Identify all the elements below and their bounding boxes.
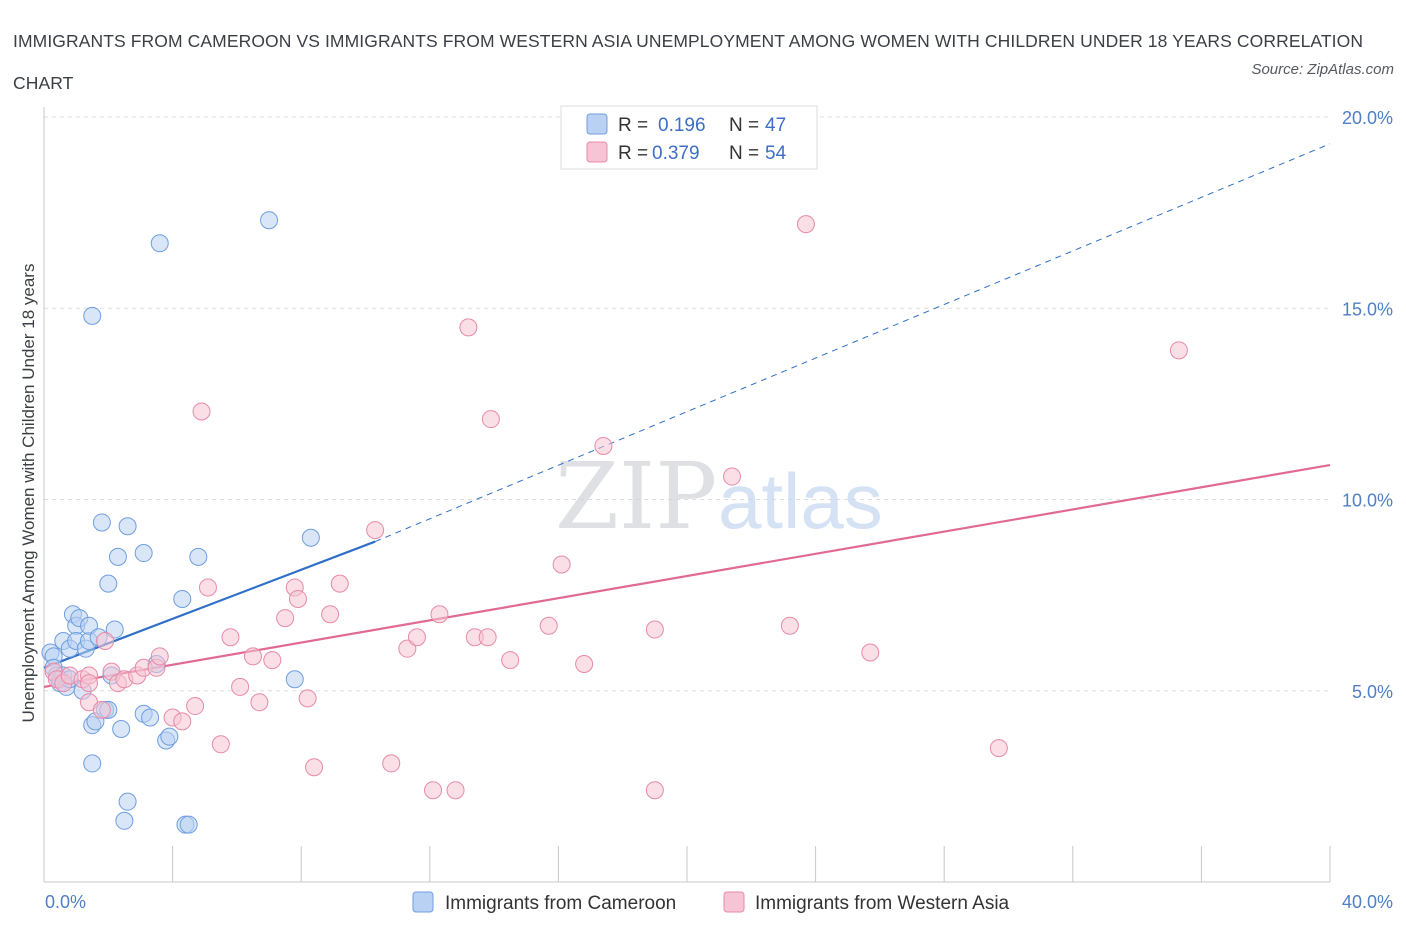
point-western-asia — [173, 712, 192, 731]
point-western-asia — [221, 628, 240, 647]
point-western-asia — [539, 616, 558, 635]
watermark-zip: ZIP — [555, 443, 717, 550]
source-label: Source: ZipAtlas.com — [1251, 61, 1394, 78]
watermark-atlas: atlas — [718, 457, 883, 545]
point-western-asia — [150, 647, 169, 666]
point-western-asia — [92, 700, 111, 719]
point-cameroon — [134, 544, 153, 563]
point-western-asia — [321, 605, 340, 624]
x-tick-label-0: 0.0% — [45, 892, 86, 912]
point-cameroon — [80, 616, 99, 635]
point-western-asia — [861, 643, 880, 662]
y-tick-label-10: 10.0% — [1342, 491, 1393, 511]
point-western-asia — [298, 689, 317, 708]
point-cameroon — [141, 708, 160, 727]
point-cameroon — [160, 727, 179, 746]
legend-r-label-2: R = — [618, 143, 648, 164]
point-western-asia — [211, 735, 230, 754]
legend-swatch-pink — [586, 141, 608, 163]
legend-swatch-blue — [586, 113, 608, 135]
point-western-asia — [552, 555, 571, 574]
point-western-asia — [263, 651, 282, 670]
x-tick-label-40: 40.0% — [1342, 892, 1393, 912]
point-western-asia — [723, 467, 742, 486]
point-western-asia — [446, 781, 465, 800]
point-western-asia — [330, 574, 349, 593]
point-cameroon — [112, 720, 131, 738]
point-cameroon — [83, 754, 102, 773]
point-western-asia — [796, 215, 815, 234]
grid-lines — [44, 116, 1330, 692]
chart-title: IMMIGRANTS FROM CAMEROON VS IMMIGRANTS F… — [13, 31, 1364, 93]
point-western-asia — [366, 521, 385, 540]
watermark: ZIP atlas — [555, 443, 883, 550]
point-western-asia — [780, 616, 799, 635]
point-western-asia — [231, 677, 250, 696]
point-cameroon — [179, 815, 198, 834]
point-western-asia — [459, 318, 478, 337]
point-western-asia — [407, 628, 426, 647]
point-western-asia — [192, 402, 211, 421]
axes — [43, 107, 1331, 883]
trend-lines — [43, 143, 1331, 689]
point-cameroon — [189, 547, 208, 566]
point-cameroon — [108, 547, 127, 566]
series-legend-label-cameroon: Immigrants from Cameroon — [445, 893, 676, 914]
point-cameroon — [83, 306, 102, 325]
point-cameroon — [92, 513, 111, 532]
point-western-asia — [276, 609, 295, 628]
point-western-asia — [481, 410, 500, 429]
y-tick-label-20: 20.0% — [1342, 108, 1393, 128]
series-legend: Immigrants from Cameroon Immigrants from… — [412, 891, 1010, 914]
point-western-asia — [80, 674, 99, 693]
point-western-asia — [430, 605, 449, 624]
series-legend-label-western-asia: Immigrants from Western Asia — [755, 893, 1010, 914]
y-tick-label-15: 15.0% — [1342, 299, 1393, 319]
legend-r-value-1: 0.196 — [658, 115, 706, 136]
point-cameroon — [150, 234, 169, 253]
point-cameroon — [118, 792, 137, 811]
stats-legend: R = 0.196 N = 47 R = 0.379 N = 54 — [560, 105, 818, 170]
point-western-asia — [645, 620, 664, 639]
point-western-asia — [989, 739, 1008, 758]
tick-labels: 5.0% 10.0% 15.0% 20.0% 0.0% 40.0% — [45, 108, 1393, 912]
legend-r-value-2: 0.379 — [652, 143, 700, 164]
point-cameroon — [115, 811, 134, 830]
point-western-asia — [288, 589, 307, 608]
point-western-asia — [645, 781, 664, 800]
point-western-asia — [424, 781, 443, 800]
point-western-asia — [398, 639, 417, 658]
point-western-asia — [575, 654, 594, 673]
point-cameroon — [105, 620, 124, 639]
legend-n-label-1: N = — [729, 115, 759, 136]
legend-r-label-1: R = — [618, 115, 648, 136]
point-cameroon — [118, 517, 137, 536]
legend-n-value-2: 54 — [765, 143, 787, 164]
point-western-asia — [594, 436, 613, 455]
point-western-asia — [382, 754, 401, 773]
point-cameroon — [99, 574, 118, 593]
point-cameroon — [301, 528, 320, 547]
point-western-asia — [305, 758, 324, 777]
series-legend-swatch-cameroon — [412, 891, 434, 913]
point-western-asia — [501, 651, 520, 670]
trend-extension-cameroon — [374, 143, 1331, 543]
legend-n-label-2: N = — [729, 143, 759, 164]
point-western-asia — [478, 628, 497, 647]
point-western-asia — [198, 578, 217, 597]
data-points — [41, 211, 1188, 834]
series-legend-swatch-western-asia — [723, 891, 745, 913]
point-western-asia — [186, 697, 205, 716]
point-cameroon — [260, 211, 279, 230]
point-cameroon — [173, 589, 192, 608]
legend-n-value-1: 47 — [765, 115, 786, 136]
point-western-asia — [250, 693, 269, 712]
point-western-asia — [1169, 341, 1188, 360]
y-axis-label: Unemployment Among Women with Children U… — [19, 264, 38, 723]
point-cameroon — [285, 670, 304, 689]
point-western-asia — [96, 632, 115, 651]
point-western-asia — [243, 647, 262, 666]
y-tick-label-5: 5.0% — [1352, 682, 1393, 702]
